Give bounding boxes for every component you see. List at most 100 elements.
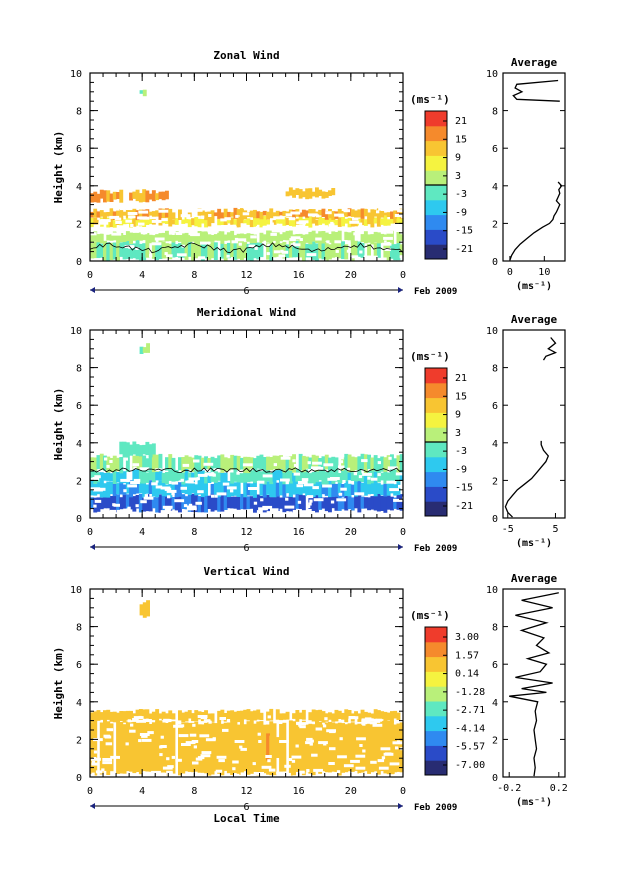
- heatmap-cell: [217, 495, 222, 512]
- heatmap-cell: [259, 454, 264, 470]
- heatmap-cell: [148, 211, 153, 216]
- colorbar-swatch: [425, 442, 447, 458]
- heatmap-gap: [117, 227, 128, 231]
- heatmap-cell: [168, 493, 173, 511]
- heatmap-cell: [213, 242, 218, 260]
- heatmap-layer-7: [139, 89, 147, 97]
- average-y-tick-label: 6: [492, 660, 498, 671]
- heatmap-cell: [282, 217, 287, 226]
- heatmap-cell: [197, 218, 202, 228]
- heatmap-gap: [268, 768, 276, 772]
- heatmap-gap: [401, 215, 411, 219]
- heatmap-gap: [124, 457, 128, 461]
- heatmap-cell: [272, 455, 277, 470]
- heatmap-gap: [350, 759, 360, 763]
- heatmap-cell: [295, 493, 300, 509]
- heatmap-cell: [197, 470, 202, 484]
- heatmap-cell: [204, 722, 208, 774]
- heatmap-cell: [171, 497, 176, 510]
- heatmap-gap: [231, 240, 238, 244]
- heatmap-cell: [272, 212, 277, 217]
- heatmap-gap: [159, 227, 167, 231]
- heatmap-gap: [101, 768, 105, 772]
- heatmap-gap: [297, 481, 308, 484]
- heatmap-cell: [109, 234, 114, 241]
- heatmap-gap: [267, 260, 271, 264]
- heatmap-cell: [122, 711, 127, 723]
- heatmap-cell: [99, 233, 104, 244]
- heatmap-gap: [159, 753, 163, 757]
- heatmap-cell: [233, 207, 238, 219]
- heatmap-gap: [338, 492, 343, 496]
- heatmap-cell: [376, 208, 381, 219]
- heatmap-cell: [246, 243, 251, 261]
- heatmap-cell: [380, 484, 385, 496]
- heatmap-gap: [167, 765, 174, 769]
- x-axis-label: Local Time: [213, 812, 280, 825]
- heatmap-cell: [308, 209, 313, 217]
- heatmap-cell: [132, 243, 137, 259]
- heatmap-cell: [99, 497, 104, 510]
- heatmap-cell: [129, 480, 133, 498]
- heatmap-cell: [321, 208, 326, 217]
- heatmap-cell: [132, 481, 137, 495]
- heatmap-cell: [295, 480, 300, 494]
- heatmap-cell: [161, 241, 166, 259]
- heatmap-cell: [347, 710, 352, 719]
- heatmap-gap: [270, 232, 277, 236]
- heatmap-cell: [165, 190, 169, 200]
- heatmap-cell: [249, 470, 254, 482]
- heatmap-cell: [386, 483, 391, 496]
- heatmap-gap: [362, 749, 366, 753]
- heatmap-cell: [324, 497, 329, 512]
- heatmap-gap: [90, 232, 97, 236]
- heatmap-cell: [204, 242, 208, 259]
- heatmap-cell: [334, 470, 339, 482]
- heatmap-cell: [139, 90, 144, 94]
- heatmap-cell: [301, 191, 306, 198]
- heatmap-cell: [187, 219, 192, 228]
- heatmap-cell: [145, 209, 150, 219]
- heatmap-cell: [204, 211, 208, 221]
- heatmap-gap: [294, 512, 305, 516]
- heatmap-gap: [175, 758, 182, 762]
- heatmap-gap: [276, 771, 280, 775]
- heatmap-cell: [191, 218, 195, 226]
- heatmap-cell: [370, 217, 375, 228]
- heatmap-cell: [129, 218, 133, 228]
- heatmap-gap: [171, 755, 175, 759]
- heatmap-cell: [337, 495, 342, 511]
- heatmap-gap: [151, 482, 158, 486]
- heatmap-gap: [298, 723, 302, 727]
- heatmap-gap: [241, 205, 252, 208]
- heatmap-cell: [204, 472, 208, 484]
- heatmap-cell: [109, 723, 114, 772]
- y-tick-label: 10: [70, 69, 82, 80]
- heatmap-cell: [350, 209, 355, 217]
- heatmap-cell: [148, 496, 153, 512]
- heatmap-gap: [197, 490, 204, 494]
- heatmap-gap: [166, 254, 173, 258]
- heatmap-cell: [103, 455, 107, 471]
- heatmap-cell: [390, 215, 394, 224]
- average-y-tick-label: 10: [486, 69, 498, 80]
- colorbar-swatch: [425, 627, 447, 643]
- heatmap-cell: [200, 724, 205, 773]
- heatmap-gap: [262, 241, 266, 245]
- heatmap-cell: [151, 497, 156, 509]
- heatmap-cell: [200, 480, 205, 498]
- heatmap-cell: [168, 243, 173, 260]
- heatmap-gap: [260, 498, 264, 502]
- heatmap-cell: [90, 497, 94, 509]
- average-y-tick-label: 2: [492, 219, 498, 230]
- heatmap-gap: [285, 481, 289, 485]
- heatmap-cell: [386, 472, 391, 483]
- heatmap-cell: [151, 482, 156, 497]
- colorbar-tick-label: 3: [455, 428, 461, 439]
- y-tick-label: 8: [76, 107, 82, 118]
- heatmap-gap: [234, 740, 245, 743]
- heatmap-cell: [370, 457, 375, 471]
- heatmap-gap: [262, 474, 273, 478]
- heatmap-gap: [180, 478, 184, 482]
- heatmap-cell: [93, 241, 98, 259]
